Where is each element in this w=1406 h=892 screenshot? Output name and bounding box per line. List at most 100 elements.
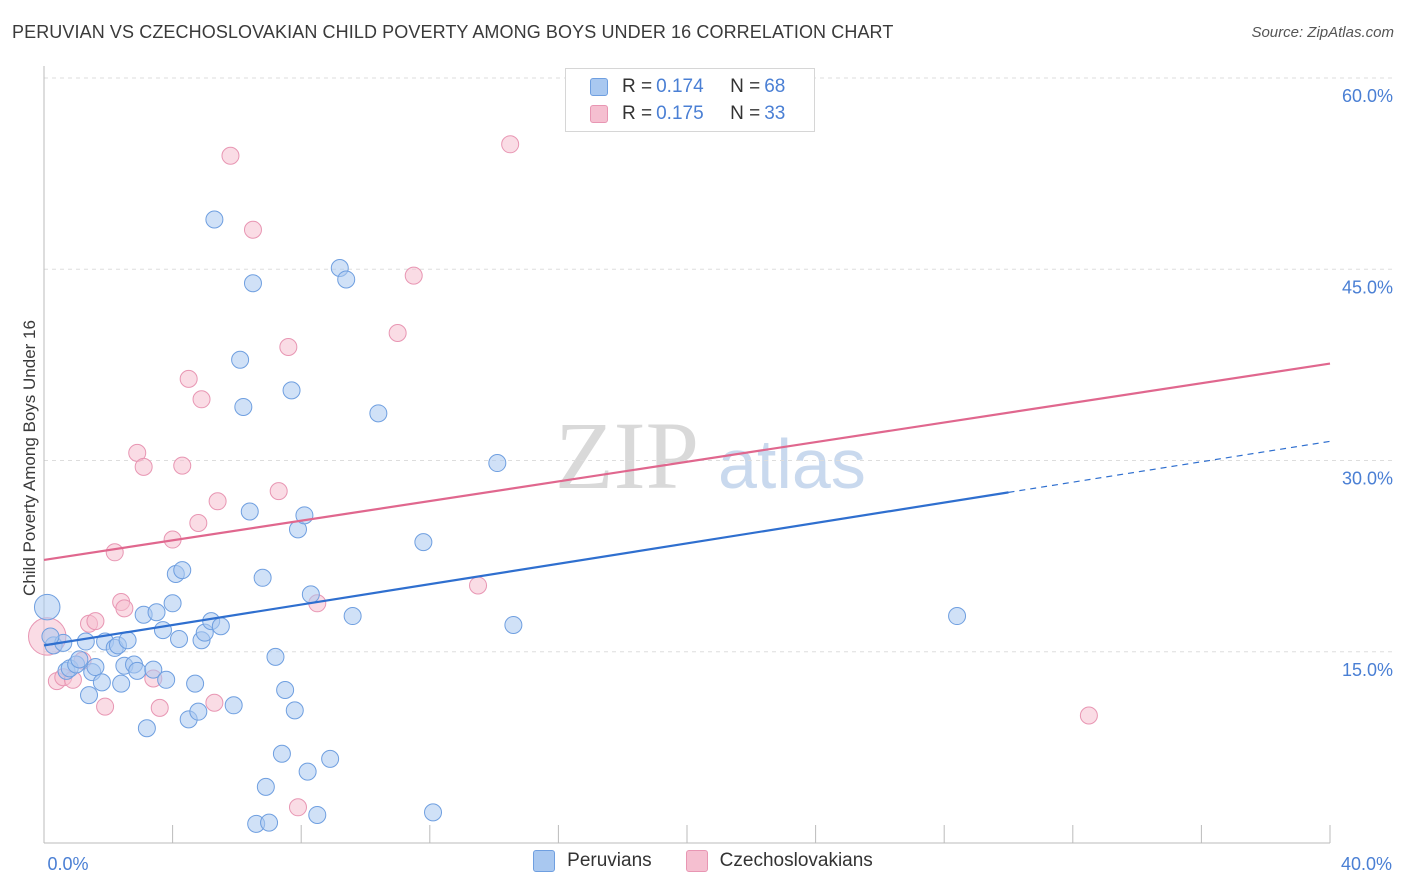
czechoslovakian-point	[105, 543, 124, 562]
peruvian-point	[157, 670, 176, 689]
czechoslovakian-point	[173, 456, 192, 475]
legend-item-czechoslovakians[interactable]: Czechoslovakians	[685, 850, 873, 872]
peruvian-point	[414, 533, 433, 552]
czechoslovakian-point	[1079, 706, 1098, 725]
czechoslovakian-point	[279, 338, 298, 357]
czechoslovakian-point	[115, 599, 134, 618]
x-tick-label: 40.0%	[1341, 854, 1392, 874]
peruvian-point	[33, 593, 61, 621]
peruvian-point	[504, 615, 523, 634]
peruvian-point	[234, 397, 253, 416]
peruvian-point	[211, 617, 230, 636]
y-tick-label: 60.0%	[1342, 86, 1393, 106]
peruvian-point	[321, 749, 340, 768]
peruvian-point	[163, 594, 182, 613]
peruvian-point	[298, 762, 317, 781]
peruvian-point	[224, 696, 243, 715]
tick-labels: 15.0% 30.0% 45.0% 60.0% 0.0% 40.0%	[47, 86, 1393, 874]
y-tick-label: 30.0%	[1342, 469, 1393, 489]
peruvian-point	[144, 660, 163, 679]
peruvian-point	[266, 647, 285, 666]
peruvian-point	[260, 813, 279, 832]
r-label: R =	[622, 76, 653, 97]
peruvian-point	[137, 719, 156, 738]
czechoslovakian-point	[288, 798, 307, 817]
peruvian-point	[173, 561, 192, 580]
peruvian-point	[282, 381, 301, 400]
peruvian-point	[301, 585, 320, 604]
czechoslovakians-swatch	[590, 105, 608, 123]
y-tick-label: 15.0%	[1342, 660, 1393, 680]
watermark-zip: ZIP	[555, 402, 699, 509]
series-legend: Peruvians Czechoslovakians	[0, 850, 1406, 872]
czechoslovakian-point	[501, 135, 520, 154]
czechoslovakian-point	[388, 324, 407, 342]
peruvians-swatch	[590, 78, 608, 96]
peruvian-point	[424, 803, 443, 822]
czechoslovakian-point	[469, 576, 488, 595]
peruvian-point	[285, 701, 304, 720]
legend-swatch-peruvians	[533, 850, 556, 872]
stats-legend-box: R = 0.174 N = 68 R = 0.175 N = 33	[565, 68, 815, 132]
peruvian-point	[369, 404, 388, 423]
peruvian-point	[189, 702, 208, 721]
czechoslovakian-point	[208, 492, 227, 511]
czechoslovakian-point	[404, 266, 423, 285]
peruvians-trend-line	[43, 491, 1009, 647]
y-tick-label: 45.0%	[1342, 277, 1393, 297]
n-value: 68	[764, 76, 786, 97]
czechoslovakian-point	[179, 369, 198, 388]
peruvian-point	[112, 674, 131, 693]
n-label: N =	[730, 76, 761, 97]
peruvian-point	[92, 673, 111, 692]
czechoslovakian-point	[189, 513, 208, 532]
czechoslovakian-point	[150, 698, 169, 717]
peruvian-point	[76, 632, 95, 651]
axes	[43, 66, 1331, 844]
peruvian-point	[118, 631, 137, 650]
peruvian-point	[80, 686, 99, 705]
czechoslovakian-point	[134, 457, 153, 476]
peruvian-point	[337, 270, 356, 289]
czechoslovakian-point	[205, 693, 224, 712]
trend-lines	[43, 362, 1331, 647]
peruvians-trend-extension	[1008, 440, 1331, 493]
peruvian-point	[272, 744, 291, 763]
x-tick-label: 0.0%	[47, 854, 88, 874]
peruvian-point	[240, 502, 259, 521]
r-label: R =	[622, 103, 653, 124]
legend-swatch-czechoslovakians	[685, 850, 708, 872]
peruvian-point	[153, 621, 172, 640]
stats-row-czechoslovakians: R = 0.175 N = 33	[590, 101, 785, 127]
czechoslovakian-point	[221, 146, 240, 165]
peruvian-point	[488, 454, 507, 473]
czechoslovakian-point	[192, 390, 211, 409]
r-value: 0.174	[656, 76, 704, 97]
legend-label: Peruvians	[567, 850, 652, 871]
peruvian-point	[86, 658, 105, 677]
peruvian-point	[253, 568, 272, 587]
czechoslovakian-point	[269, 482, 288, 501]
chart-title: PERUVIAN VS CZECHOSLOVAKIAN CHILD POVERT…	[12, 22, 894, 42]
peruvian-point	[276, 681, 295, 699]
czechoslovakian-point	[96, 697, 115, 716]
stats-row-peruvians: R = 0.174 N = 68	[590, 74, 785, 100]
legend-item-peruvians[interactable]: Peruvians	[533, 850, 652, 872]
peruvian-point	[308, 805, 327, 824]
n-label: N =	[730, 103, 761, 124]
peruvian-point	[170, 630, 189, 648]
peruvian-point	[70, 650, 89, 669]
peruvian-point	[243, 274, 262, 293]
peruvian-point	[231, 350, 250, 369]
peruvian-point	[186, 674, 205, 693]
peruvian-point	[343, 607, 362, 626]
czechoslovakian-point	[243, 220, 262, 239]
r-value: 0.175	[656, 103, 704, 124]
source-credit: Source: ZipAtlas.com	[1251, 24, 1394, 41]
peruvian-point	[128, 661, 147, 680]
n-value: 33	[764, 103, 786, 124]
legend-label: Czechoslovakians	[719, 850, 873, 871]
watermark-atlas: atlas	[718, 425, 866, 503]
peruvian-point	[256, 777, 275, 796]
